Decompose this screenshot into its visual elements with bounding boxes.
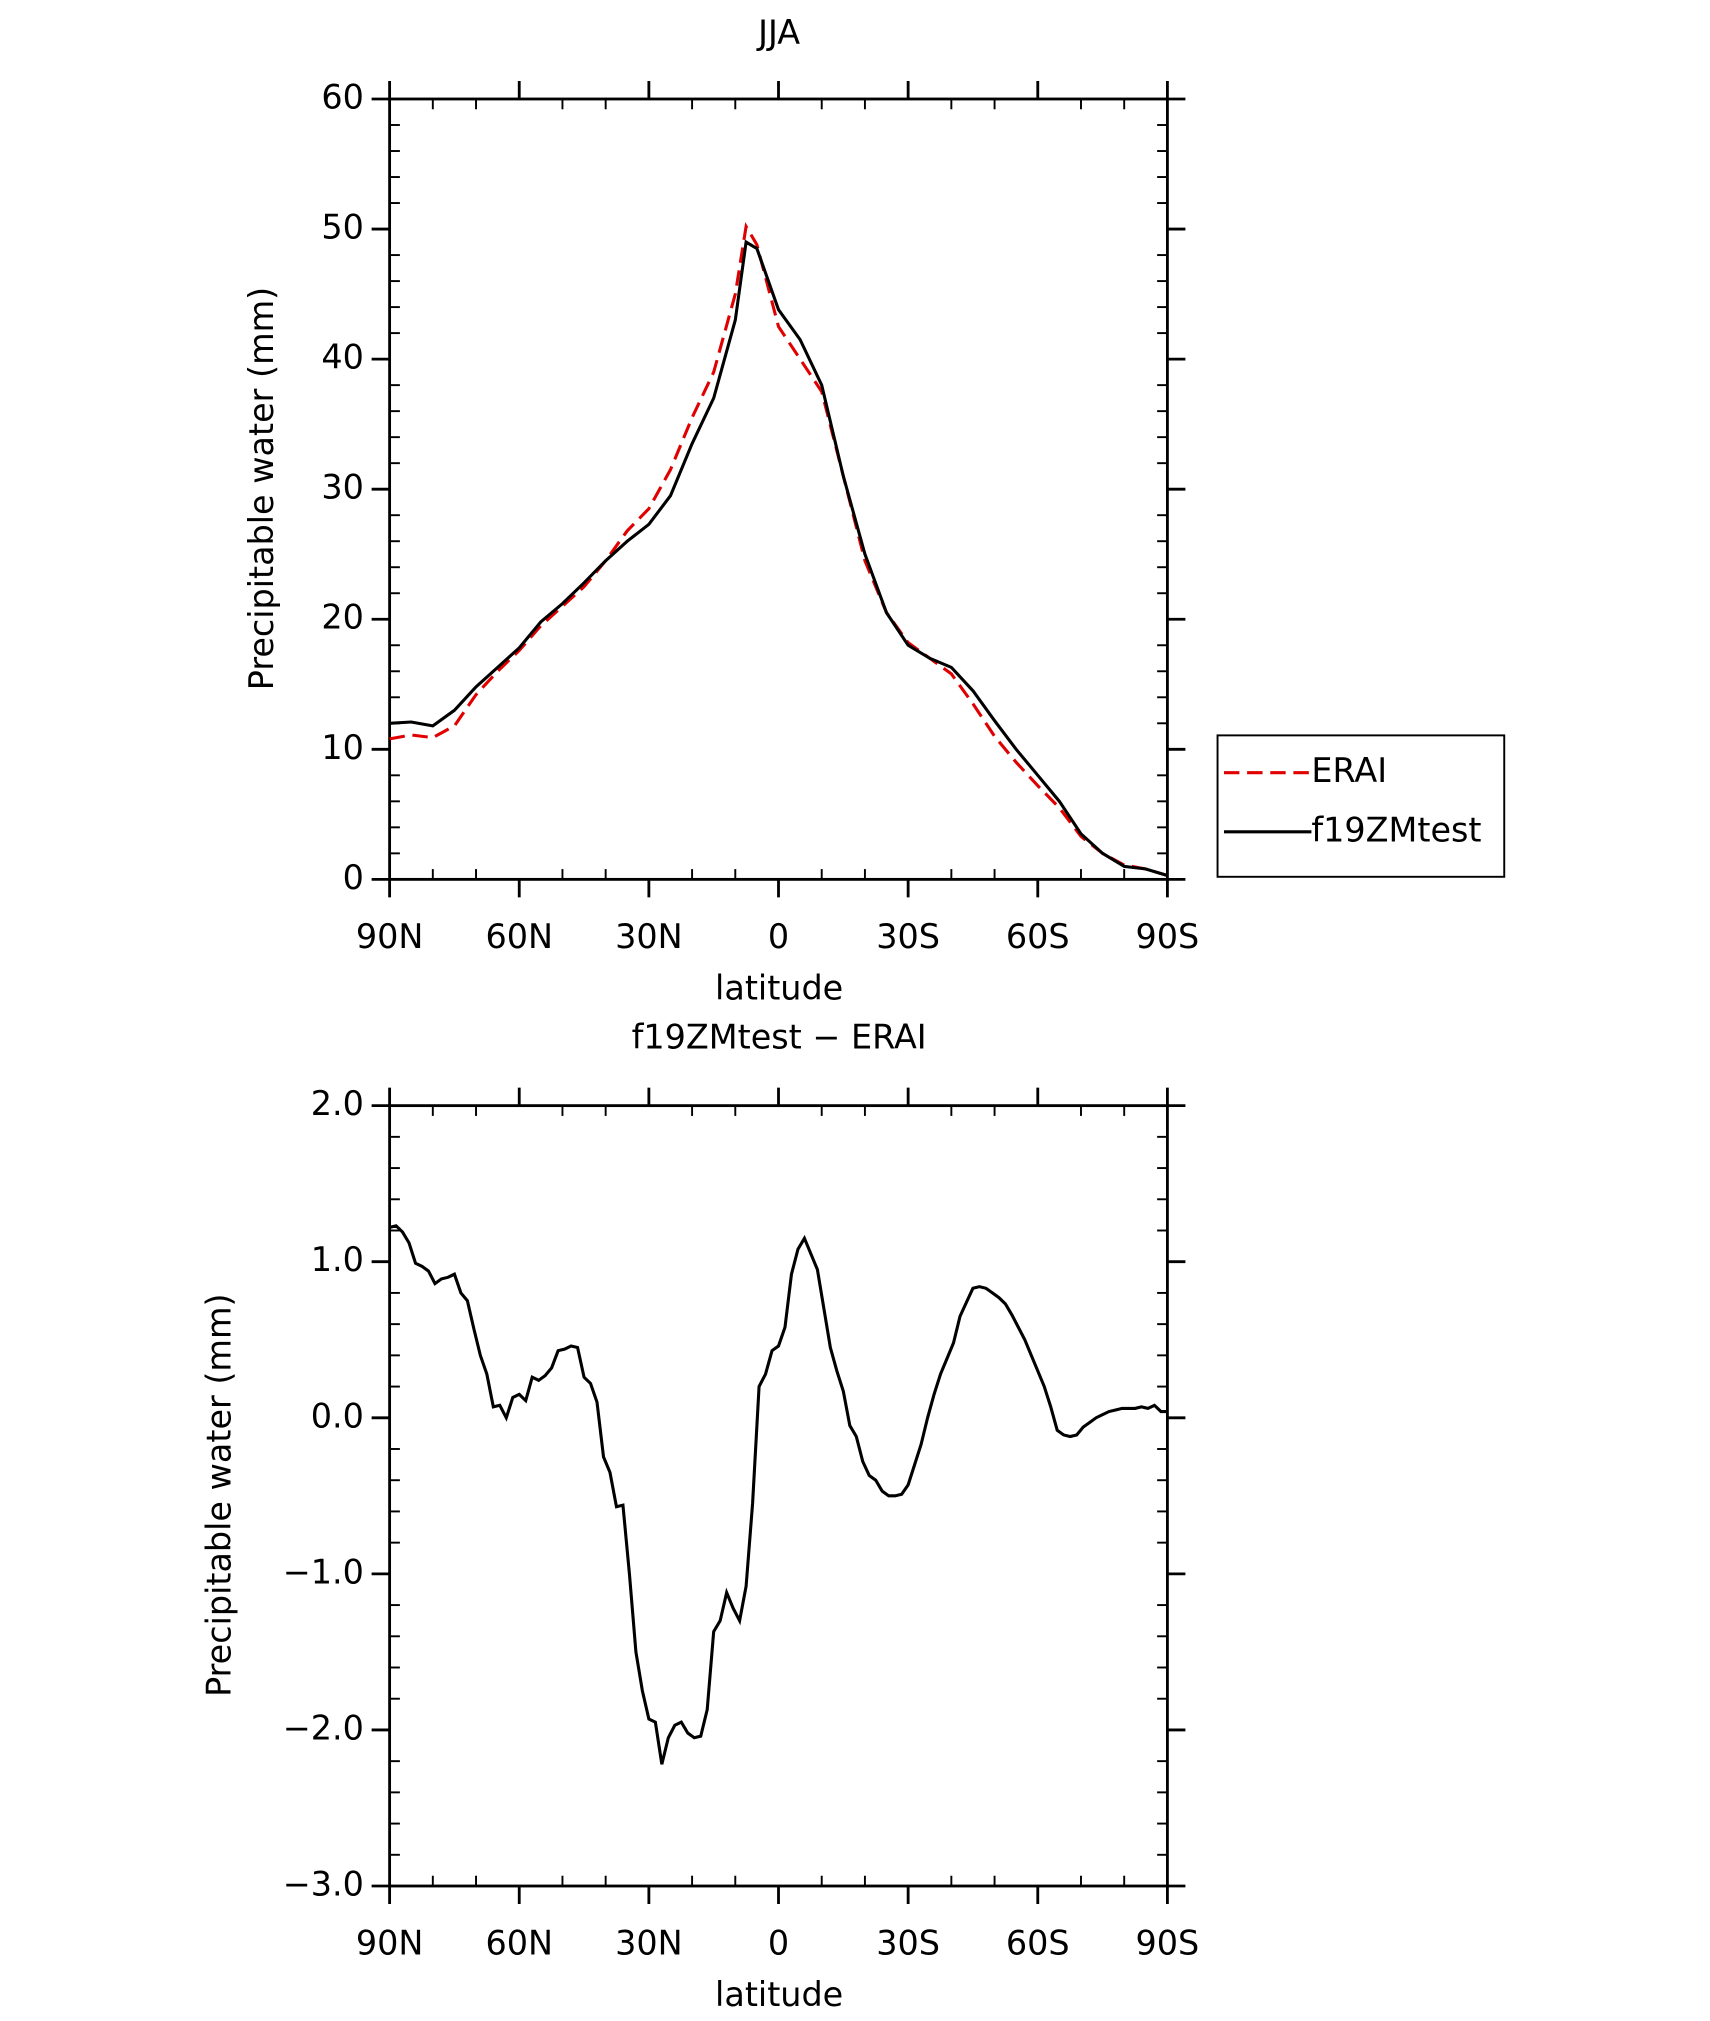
plot-frame — [388, 97, 1169, 881]
x-tick-label: 60N — [485, 917, 553, 956]
y-axis-label: Precipitable water (mm) — [200, 1293, 239, 1696]
line-series — [389, 239, 1168, 877]
y-tick-label: 60 — [321, 77, 364, 116]
x-tick-label: 30S — [876, 1924, 940, 1963]
x-tick-label: 60S — [1006, 1924, 1070, 1963]
y-tick-label: 50 — [321, 208, 364, 247]
chart-title: f19ZMtest − ERAI — [632, 1017, 927, 1056]
y-tick-label: 0 — [343, 858, 364, 897]
legend-box — [1216, 734, 1506, 878]
x-axis-label: latitude — [715, 968, 843, 1007]
y-tick-label: −2.0 — [283, 1708, 364, 1747]
x-tick-label: 90N — [356, 917, 424, 956]
y-tick-label: 40 — [321, 338, 364, 377]
x-tick-label: 90N — [356, 1924, 424, 1963]
y-axis-label: Precipitable water (mm) — [242, 287, 281, 690]
y-tick-label: 2.0 — [311, 1084, 364, 1123]
y-tick-label: −3.0 — [283, 1865, 364, 1904]
x-tick-label: 60N — [485, 1924, 553, 1963]
x-tick-label: 30N — [615, 1924, 683, 1963]
line-series — [389, 1224, 1168, 1765]
legend-label: ERAI — [1311, 751, 1387, 790]
legend-label: f19ZMtest — [1311, 810, 1481, 849]
x-tick-label: 60S — [1006, 917, 1070, 956]
line-series — [389, 221, 1168, 877]
y-tick-label: 30 — [321, 468, 364, 507]
x-tick-label: 30S — [876, 917, 940, 956]
y-tick-label: 20 — [321, 598, 364, 637]
x-tick-label: 0 — [768, 1924, 789, 1963]
chart-title: JJA — [756, 13, 800, 52]
x-axis-label: latitude — [715, 1975, 843, 2014]
y-tick-label: 10 — [321, 728, 364, 767]
x-tick-label: 90S — [1136, 1924, 1200, 1963]
y-tick-label: 0.0 — [311, 1396, 364, 1435]
y-tick-label: 1.0 — [311, 1240, 364, 1279]
y-tick-label: −1.0 — [283, 1552, 364, 1591]
x-tick-label: 0 — [768, 917, 789, 956]
x-tick-label: 30N — [615, 917, 683, 956]
plot-frame — [388, 1104, 1169, 1888]
x-tick-label: 90S — [1136, 917, 1200, 956]
